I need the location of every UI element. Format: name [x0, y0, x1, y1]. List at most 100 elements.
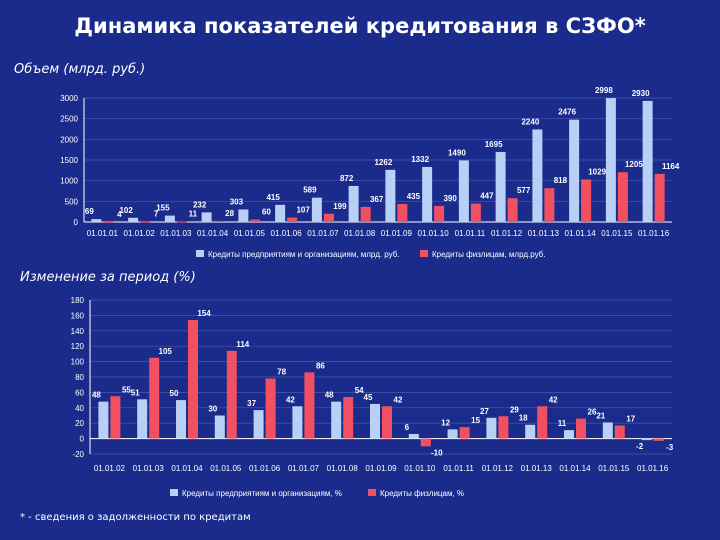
bar-business: [201, 212, 212, 222]
y-tick-label: 140: [71, 327, 85, 336]
y-tick-label: 60: [75, 388, 84, 397]
x-tick-label: 01.01.15: [598, 464, 630, 473]
y-tick-label: 40: [75, 404, 84, 413]
y-tick-label: 1000: [60, 177, 78, 186]
y-tick-label: 1500: [60, 156, 78, 165]
bar-individuals: [265, 378, 276, 439]
data-label-business: 69: [85, 207, 94, 216]
data-label-individuals: 199: [333, 202, 347, 211]
y-tick-label: 0: [80, 435, 85, 444]
y-tick-label: -20: [72, 450, 84, 459]
page-title: Динамика показателей кредитования в СЗФО…: [74, 14, 646, 38]
data-label-individuals: 390: [443, 194, 457, 203]
data-label-business: 102: [119, 206, 133, 215]
x-tick-label: 01.01.02: [94, 464, 126, 473]
x-tick-label: 01.01.04: [171, 464, 203, 473]
data-label-business: 11: [558, 419, 567, 428]
data-label-individuals: 78: [277, 368, 286, 377]
data-label-business: 2240: [521, 117, 539, 126]
bar-business: [128, 217, 139, 222]
data-label-individuals: 11: [189, 210, 198, 219]
bar-individuals: [343, 397, 354, 439]
data-label-individuals: 55: [122, 385, 131, 394]
data-label-individuals: 1205: [625, 160, 643, 169]
bar-business: [91, 219, 102, 222]
bar-individuals: [250, 219, 261, 222]
bar-business: [214, 415, 225, 439]
data-label-business: 2930: [632, 89, 650, 98]
data-label-individuals: 367: [370, 195, 384, 204]
bar-business: [253, 410, 264, 439]
data-label-business: 48: [325, 391, 334, 400]
data-label-individuals: 577: [517, 186, 531, 195]
x-tick-label: 01.01.16: [638, 229, 670, 238]
data-label-individuals: 28: [225, 209, 234, 218]
data-label-business: 2476: [558, 108, 576, 117]
data-label-individuals: 42: [394, 395, 403, 404]
bar-business: [408, 433, 419, 439]
bar-business: [275, 204, 286, 222]
bar-individuals: [614, 425, 625, 439]
y-tick-label: 500: [65, 197, 79, 206]
x-tick-label: 01.01.14: [565, 229, 597, 238]
x-tick-label: 01.01.13: [521, 464, 553, 473]
y-tick-label: 0: [74, 218, 79, 227]
x-tick-label: 01.01.04: [197, 229, 229, 238]
data-label-individuals: 1029: [588, 167, 606, 176]
bar-business: [495, 151, 506, 222]
x-tick-label: 01.01.06: [271, 229, 303, 238]
bar-business: [137, 399, 148, 439]
x-tick-label: 01.01.12: [482, 464, 514, 473]
bar-business: [486, 417, 497, 439]
data-label-business: 21: [596, 411, 605, 420]
data-label-business: 2998: [595, 86, 613, 95]
bar-individuals: [304, 372, 315, 439]
data-label-business: 1695: [485, 140, 503, 149]
x-tick-label: 01.01.13: [528, 229, 560, 238]
bar-business: [385, 169, 396, 222]
x-tick-label: 01.01.11: [443, 464, 474, 473]
data-label-business: 232: [193, 200, 207, 209]
data-label-business: 37: [247, 399, 256, 408]
bar-individuals: [654, 173, 665, 222]
bar-business: [642, 100, 653, 222]
x-tick-label: 01.01.09: [365, 464, 397, 473]
bar-individuals: [226, 350, 237, 439]
x-tick-label: 01.01.14: [559, 464, 591, 473]
bar-individuals: [382, 406, 392, 439]
data-label-business: 1490: [448, 148, 466, 157]
bar-business: [292, 406, 303, 439]
bar-business: [311, 197, 322, 222]
legend-label-individuals: Кредиты физлицам, млрд.руб.: [432, 250, 545, 259]
x-tick-label: 01.01.10: [404, 464, 436, 473]
change-chart-subtitle: Изменение за период (%): [20, 270, 196, 285]
bar-individuals: [537, 406, 548, 439]
data-label-individuals: 86: [316, 361, 325, 370]
bar-business: [525, 424, 536, 439]
data-label-business: 18: [519, 414, 528, 423]
bar-individuals: [544, 188, 555, 222]
bar-business: [370, 403, 380, 439]
bar-business: [348, 185, 359, 222]
legend-swatch-business: [196, 250, 204, 257]
y-tick-label: 2500: [60, 115, 78, 124]
data-label-individuals: 818: [554, 176, 568, 185]
x-tick-label: 01.01.07: [288, 464, 320, 473]
y-tick-label: 20: [75, 419, 84, 428]
bar-individuals: [617, 172, 628, 222]
bar-individuals: [459, 427, 470, 439]
data-label-individuals: 435: [407, 192, 421, 201]
data-label-business: 303: [230, 197, 244, 206]
x-tick-label: 01.01.08: [327, 464, 359, 473]
volume-chart-subtitle: Объем (млрд. руб.): [14, 62, 146, 77]
legend-swatch-individuals: [420, 250, 428, 257]
bar-business: [641, 438, 652, 441]
y-tick-label: 120: [71, 342, 85, 351]
data-label-business: 51: [131, 388, 140, 397]
data-label-individuals: -10: [431, 448, 443, 457]
data-label-individuals: 114: [236, 340, 249, 349]
y-tick-label: 180: [71, 296, 85, 305]
bar-individuals: [140, 221, 151, 223]
